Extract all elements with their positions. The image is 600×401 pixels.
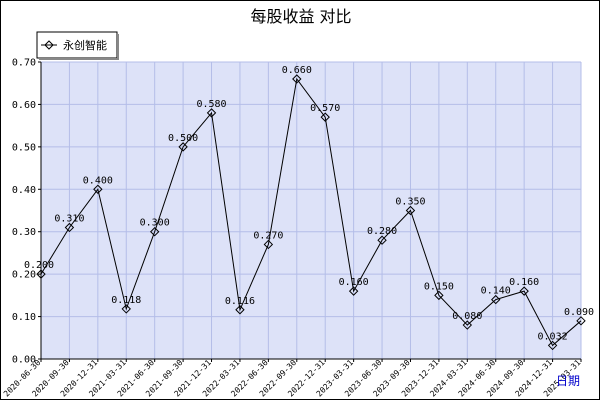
y-tick-label: 0.30	[12, 227, 36, 238]
data-value-label: 0.580	[196, 99, 226, 110]
data-point-marker	[64, 222, 75, 233]
data-value-label: 0.300	[140, 218, 170, 229]
legend-diamond-marker	[44, 40, 54, 50]
plot-area: 0.000.100.200.300.400.500.600.702020-06-…	[2, 58, 594, 399]
data-value-label: 0.140	[481, 286, 511, 297]
data-value-label: 0.160	[339, 277, 369, 288]
legend-box-shadow-bottom	[39, 58, 119, 60]
data-point-marker	[434, 290, 444, 301]
data-value-label: 0.160	[509, 277, 539, 288]
data-point-marker	[576, 316, 586, 326]
data-value-label: 0.310	[54, 213, 84, 224]
legend-box-shadow	[117, 34, 119, 60]
data-value-label: 0.400	[83, 175, 113, 186]
data-value-label: 0.080	[452, 311, 482, 322]
data-value-label: 0.570	[310, 103, 340, 114]
data-value-label: 0.270	[253, 230, 283, 241]
y-tick-label: 0.60	[12, 100, 36, 111]
data-value-label: 0.280	[367, 226, 397, 237]
data-point-marker	[121, 304, 131, 314]
legend-series-name: 永创智能	[63, 38, 107, 52]
data-point-marker	[206, 108, 217, 118]
data-value-label: 0.090	[564, 307, 594, 318]
data-point-marker	[235, 305, 245, 315]
data-value-label: 0.660	[282, 65, 312, 76]
y-tick-label: 0.40	[12, 185, 36, 196]
plot-background	[41, 62, 581, 359]
y-tick-label: 0.70	[12, 58, 36, 69]
y-tick-label: 0.10	[12, 312, 36, 323]
y-tick-label: 0.00	[12, 355, 36, 366]
chart-title: 每股收益 对比	[250, 7, 351, 26]
data-value-label: 0.116	[225, 296, 255, 307]
data-value-label: 0.150	[424, 281, 454, 292]
legend: 永创智能	[36, 31, 119, 60]
y-tick-label: 0.50	[12, 142, 36, 153]
data-point-marker	[263, 239, 274, 250]
data-value-label: 0.500	[168, 133, 198, 144]
data-value-label: 0.350	[395, 197, 425, 208]
data-point-marker	[377, 235, 387, 245]
data-point-marker	[547, 340, 558, 351]
data-point-marker	[348, 286, 359, 296]
data-point-marker	[149, 227, 160, 237]
data-value-label: 0.200	[24, 260, 54, 271]
data-value-label: 0.118	[111, 295, 141, 306]
series-line	[40, 77, 582, 347]
x-axis-title: 日期	[556, 374, 580, 388]
data-point-marker	[491, 294, 501, 305]
data-point-marker	[405, 205, 416, 216]
data-value-label: 0.032	[538, 331, 568, 342]
data-point-marker	[36, 269, 46, 279]
data-point-marker	[292, 74, 302, 84]
data-point-marker	[462, 320, 473, 330]
data-point-marker	[320, 112, 330, 122]
data-point-marker	[178, 142, 188, 152]
y-tick-label: 0.20	[12, 270, 36, 281]
data-point-marker	[93, 184, 103, 194]
data-point-marker	[519, 286, 529, 296]
